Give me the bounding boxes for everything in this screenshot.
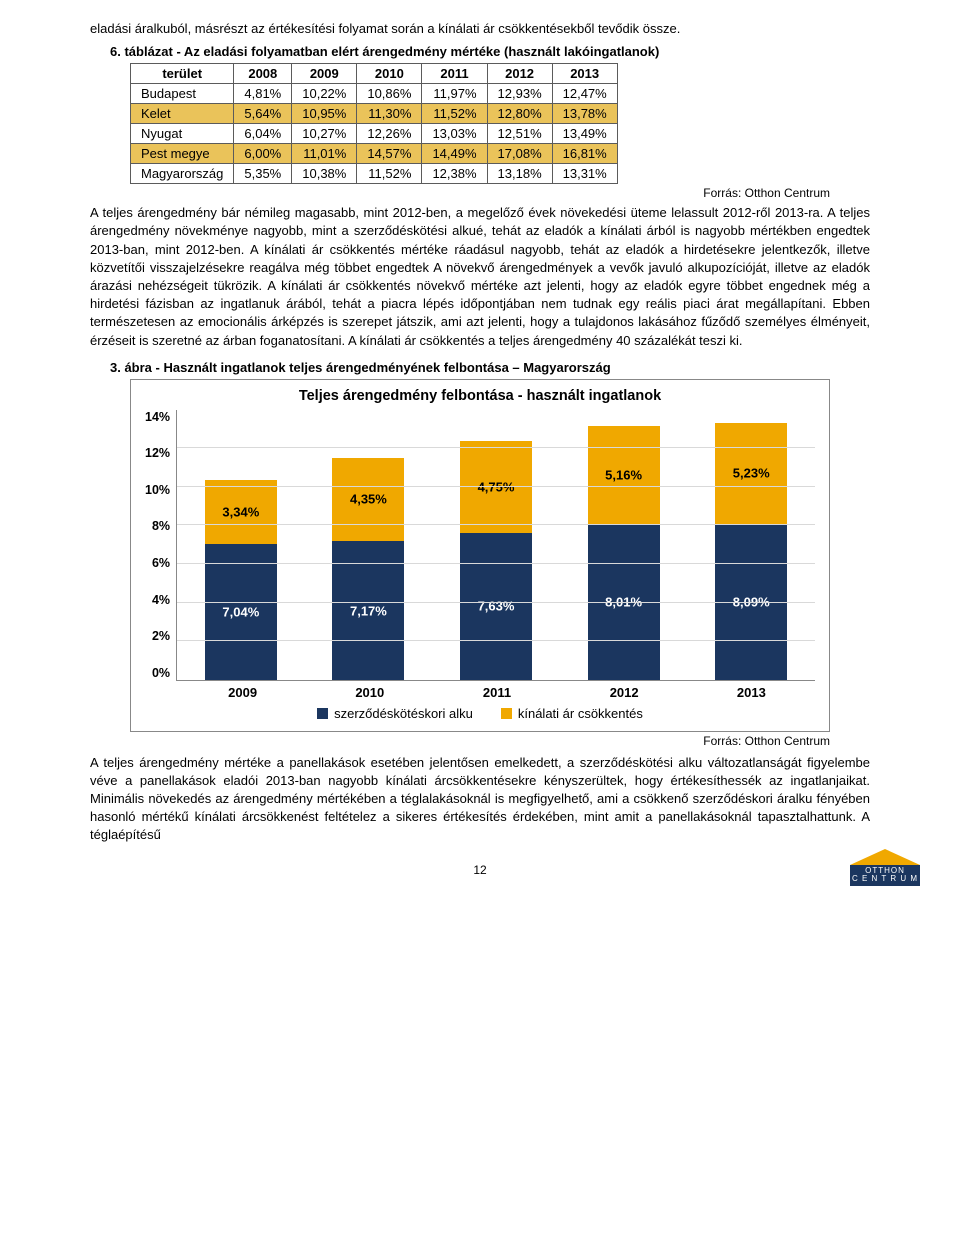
table-cell: 13,18% — [487, 164, 552, 184]
legend-label: kínálati ár csökkentés — [518, 706, 643, 721]
table-cell: 14,49% — [422, 144, 487, 164]
ytick-label: 14% — [145, 410, 170, 424]
chart-caption: 3. ábra - Használt ingatlanok teljes áre… — [110, 360, 870, 375]
table-cell: 17,08% — [487, 144, 552, 164]
table-cell: 6,00% — [234, 144, 292, 164]
table-cell: 11,52% — [422, 104, 487, 124]
table-header-cell: 2012 — [487, 64, 552, 84]
table-row: Magyarország5,35%10,38%11,52%12,38%13,18… — [131, 164, 618, 184]
table-cell: 10,95% — [292, 104, 357, 124]
table-cell: 10,86% — [357, 84, 422, 104]
table-header-cell: 2009 — [292, 64, 357, 84]
table-cell: 12,47% — [552, 84, 617, 104]
table-cell: 11,52% — [357, 164, 422, 184]
legend-item: szerződéskötéskori alku — [317, 706, 473, 721]
body-paragraph: A teljes árengedmény bár némileg magasab… — [90, 204, 870, 350]
table-cell: 12,80% — [487, 104, 552, 124]
table-header-cell: 2013 — [552, 64, 617, 84]
ytick-label: 8% — [145, 519, 170, 533]
table-cell: 16,81% — [552, 144, 617, 164]
data-table: terület200820092010201120122013 Budapest… — [130, 63, 618, 184]
legend-swatch — [317, 708, 328, 719]
ytick-label: 10% — [145, 483, 170, 497]
table-cell: 6,04% — [234, 124, 292, 144]
ytick-label: 2% — [145, 629, 170, 643]
xtick-label: 2010 — [334, 685, 406, 700]
page-number: 12 — [90, 863, 870, 877]
table-cell: 12,93% — [487, 84, 552, 104]
table-cell: 13,78% — [552, 104, 617, 124]
legend-swatch — [501, 708, 512, 719]
table-row-label: Budapest — [131, 84, 234, 104]
table-cell: 11,97% — [422, 84, 487, 104]
table-cell: 13,03% — [422, 124, 487, 144]
otthon-centrum-logo: OTTHON C E N T R U M — [850, 849, 920, 895]
bar-value-label: 5,23% — [715, 466, 787, 481]
chart-bar: 3,34% 7,04% — [205, 480, 277, 680]
table-cell: 11,01% — [292, 144, 357, 164]
table-cell: 5,64% — [234, 104, 292, 124]
chart-xaxis: 2009 2010 2011 2012 2013 — [179, 681, 815, 700]
table-cell: 5,35% — [234, 164, 292, 184]
bar-value-label: 7,04% — [205, 604, 277, 619]
chart-source: Forrás: Otthon Centrum — [90, 734, 830, 748]
bar-value-label: 4,35% — [332, 492, 404, 507]
table-header-cell: terület — [131, 64, 234, 84]
ytick-label: 6% — [145, 556, 170, 570]
table-row: Nyugat6,04%10,27%12,26%13,03%12,51%13,49… — [131, 124, 618, 144]
table-caption: 6. táblázat - Az eladási folyamatban elé… — [110, 44, 870, 59]
ytick-label: 4% — [145, 593, 170, 607]
table-cell: 4,81% — [234, 84, 292, 104]
table-row: Kelet5,64%10,95%11,30%11,52%12,80%13,78% — [131, 104, 618, 124]
table-row: Pest megye6,00%11,01%14,57%14,49%17,08%1… — [131, 144, 618, 164]
xtick-label: 2011 — [461, 685, 533, 700]
intro-paragraph: eladási áralkuból, másrészt az értékesít… — [90, 20, 870, 38]
table-cell: 12,38% — [422, 164, 487, 184]
logo-line2: C E N T R U M — [852, 874, 918, 883]
chart-bar: 5,16%8,01% — [588, 426, 660, 680]
xtick-label: 2013 — [715, 685, 787, 700]
closing-paragraph: A teljes árengedmény mértéke a panellaká… — [90, 754, 870, 845]
chart-container: Teljes árengedmény felbontása - használt… — [130, 379, 830, 732]
chart-plot: 3,34% 7,04% 4,35% 7,17% 4,75%7,63% 5,16%8,01%… — [176, 410, 815, 681]
table-cell: 13,31% — [552, 164, 617, 184]
table-cell: 10,27% — [292, 124, 357, 144]
table-cell: 13,49% — [552, 124, 617, 144]
table-cell: 11,30% — [357, 104, 422, 124]
chart-legend: szerződéskötéskori alku kínálati ár csökk… — [145, 706, 815, 721]
ytick-label: 12% — [145, 446, 170, 460]
bar-value-label: 3,34% — [205, 504, 277, 519]
table-cell: 14,57% — [357, 144, 422, 164]
table-header-cell: 2010 — [357, 64, 422, 84]
bar-value-label: 5,16% — [588, 468, 660, 483]
logo-line1: OTTHON — [865, 866, 905, 875]
table-cell: 12,51% — [487, 124, 552, 144]
bar-value-label: 7,17% — [332, 603, 404, 618]
table-cell: 10,38% — [292, 164, 357, 184]
table-row-label: Magyarország — [131, 164, 234, 184]
table-header-cell: 2011 — [422, 64, 487, 84]
chart-bar: 4,35% 7,17% — [332, 458, 404, 680]
table-row-label: Nyugat — [131, 124, 234, 144]
legend-item: kínálati ár csökkentés — [501, 706, 643, 721]
chart-bar: 5,23%8,09% — [715, 423, 787, 680]
table-row: Budapest4,81%10,22%10,86%11,97%12,93%12,… — [131, 84, 618, 104]
table-cell: 12,26% — [357, 124, 422, 144]
chart-bar: 4,75%7,63% — [460, 441, 532, 680]
chart-yaxis: 14% 12% 10% 8% 6% 4% 2% 0% — [145, 410, 176, 680]
xtick-label: 2009 — [207, 685, 279, 700]
table-row-label: Kelet — [131, 104, 234, 124]
table-row-label: Pest megye — [131, 144, 234, 164]
table-cell: 10,22% — [292, 84, 357, 104]
chart-title: Teljes árengedmény felbontása - használt… — [145, 388, 815, 404]
xtick-label: 2012 — [588, 685, 660, 700]
ytick-label: 0% — [145, 666, 170, 680]
table-header-cell: 2008 — [234, 64, 292, 84]
table-source: Forrás: Otthon Centrum — [90, 186, 830, 200]
legend-label: szerződéskötéskori alku — [334, 706, 473, 721]
